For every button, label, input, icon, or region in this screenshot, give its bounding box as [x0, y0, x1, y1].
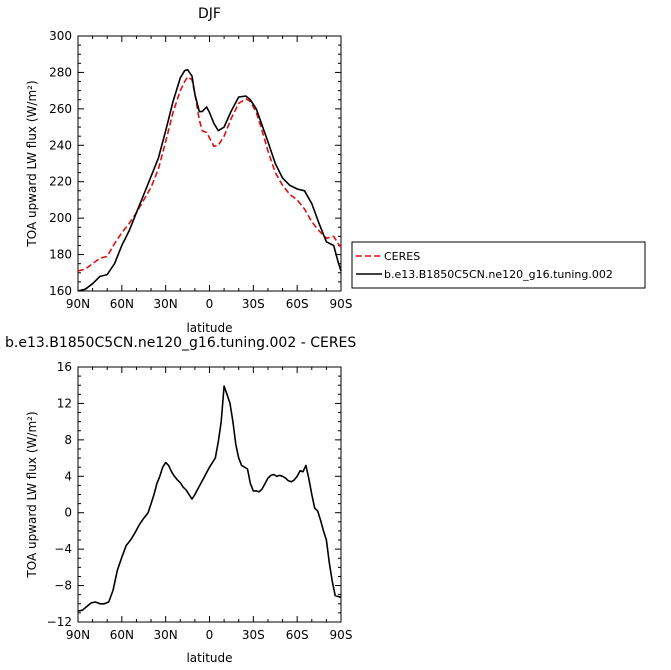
y-tick-label: 200: [49, 211, 72, 225]
x-tick-label: 0: [206, 297, 214, 311]
x-tick-label: 30N: [154, 628, 178, 642]
y-tick-label: 260: [49, 102, 72, 116]
y-axis-label: TOA upward LW flux (W/m²): [25, 80, 39, 247]
chart-title-1: DJF: [198, 6, 221, 22]
x-tick-label: 60N: [110, 628, 134, 642]
x-tick-label: 30S: [242, 297, 265, 311]
y-tick-label: 8: [64, 433, 72, 447]
y-tick-label: 220: [49, 175, 72, 189]
series-line-ceres: [77, 76, 342, 272]
x-tick-label: 90S: [330, 297, 353, 311]
chart-title-2: b.e13.B1850C5CN.ne120_g16.tuning.002 - C…: [5, 335, 356, 351]
legend-label: b.e13.B1850C5CN.ne120_g16.tuning.002: [384, 268, 613, 281]
x-axis-label: latitude: [186, 321, 232, 335]
x-tick-label: 60S: [286, 297, 309, 311]
plot-frame-2: [77, 366, 342, 623]
x-tick-label: 60N: [110, 297, 134, 311]
y-axis-label: TOA upward LW flux (W/m²): [25, 411, 39, 578]
legend-box: [351, 241, 646, 289]
x-tick-label: 0: [206, 628, 214, 642]
y-tick-label: 16: [57, 360, 72, 374]
y-tick-label: 280: [49, 65, 72, 79]
y-tick-label: 0: [64, 506, 72, 520]
legend-label: CERES: [384, 250, 420, 263]
y-tick-label: −4: [54, 542, 72, 556]
series-line-difference: [77, 385, 342, 612]
series-line-b-e13-b1850c5cn-ne120-g16-tuning-002: [77, 68, 342, 292]
x-tick-label: 90N: [66, 628, 90, 642]
x-tick-label: 90S: [330, 628, 353, 642]
y-tick-label: 12: [57, 396, 72, 410]
x-tick-label: 30S: [242, 628, 265, 642]
y-tick-label: −12: [47, 615, 72, 629]
x-tick-label: 60S: [286, 628, 309, 642]
y-tick-label: 180: [49, 248, 72, 262]
x-tick-label: 30N: [154, 297, 178, 311]
x-axis-label: latitude: [186, 651, 232, 665]
y-tick-label: 240: [49, 138, 72, 152]
y-tick-label: 300: [49, 29, 72, 43]
y-tick-label: 4: [64, 469, 72, 483]
plot-frame-1: [77, 35, 342, 292]
y-tick-label: 160: [49, 284, 72, 298]
x-tick-label: 90N: [66, 297, 90, 311]
y-tick-label: −8: [54, 579, 72, 593]
